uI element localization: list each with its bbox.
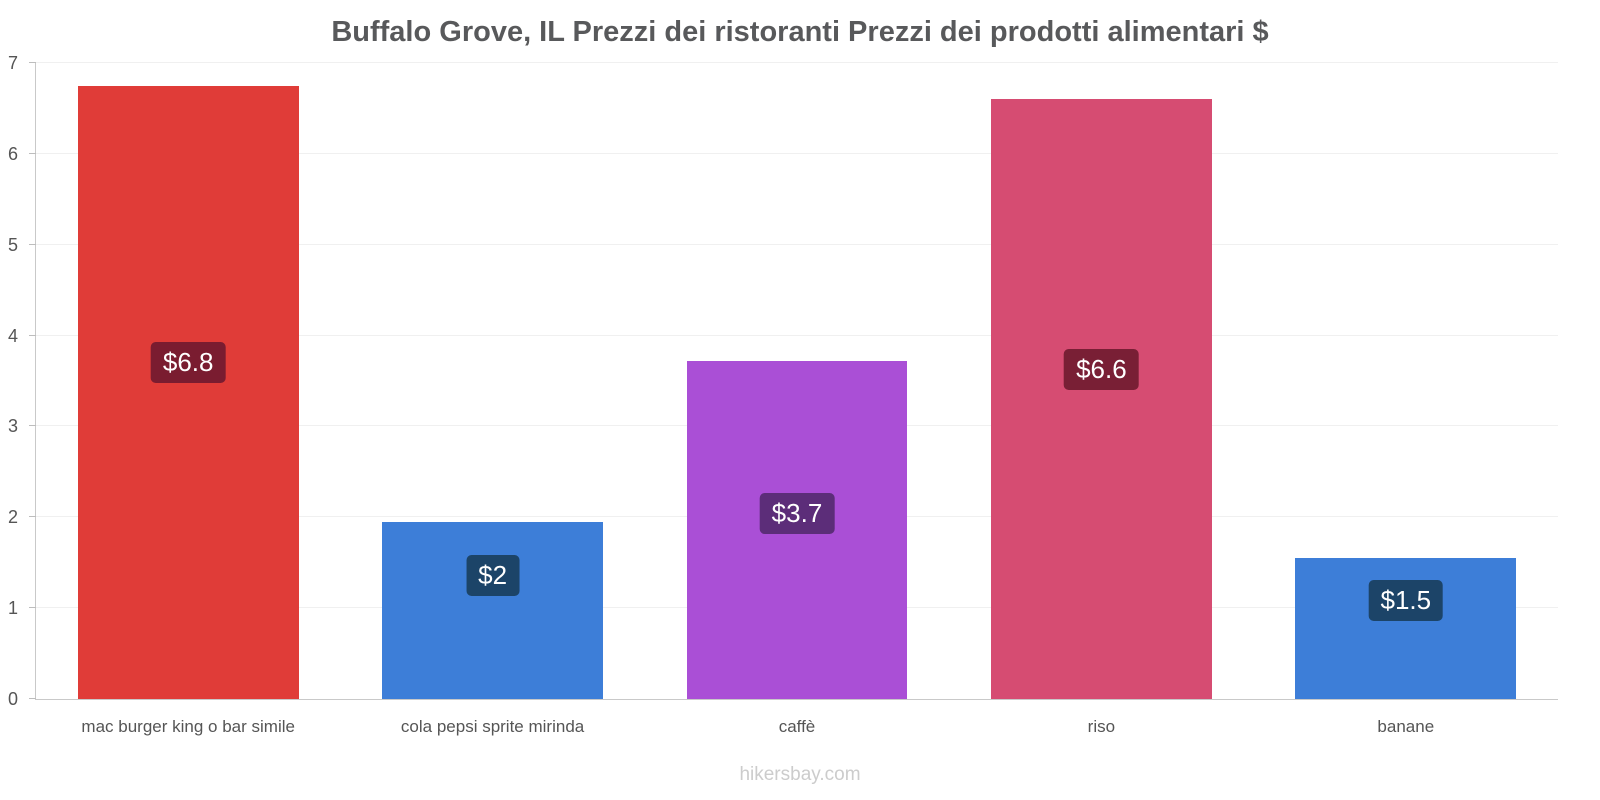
y-tick-label: 2 — [8, 507, 19, 528]
gridline — [36, 334, 1558, 336]
y-tick-mark — [29, 607, 36, 609]
bar-3: $3.7 — [686, 361, 908, 699]
y-tick-mark — [29, 516, 36, 518]
y-tick-label: 7 — [8, 53, 19, 73]
bar-4: $6.6 — [991, 99, 1212, 699]
bar-1: $6.8 — [77, 85, 299, 699]
bar-value-label: $1.5 — [1368, 580, 1444, 622]
y-tick-mark — [29, 334, 36, 336]
y-tick-mark — [29, 425, 36, 427]
gridline — [36, 152, 1558, 154]
y-tick-mark — [29, 698, 36, 699]
bar-value-label: $3.7 — [759, 493, 835, 535]
y-tick-label: 3 — [8, 416, 19, 437]
x-axis-label: riso — [1087, 717, 1116, 736]
chart-title: Buffalo Grove, IL Prezzi dei ristoranti … — [331, 16, 1269, 48]
y-tick-mark — [29, 152, 36, 154]
plot-area: 0 1 2 3 4 5 6 7 $6.8 mac burger king o bar simile… — [8, 54, 1558, 736]
bar-value-label: $2 — [466, 554, 520, 596]
footer-watermark: hikersbay.com — [739, 764, 861, 785]
y-tick-mark — [29, 62, 36, 63]
bar-2: $2 — [382, 521, 603, 699]
x-axis-label: mac burger king o bar simile — [81, 717, 295, 736]
bar-5: $1.5 — [1295, 558, 1517, 699]
y-tick-label: 5 — [8, 234, 19, 255]
y-tick-label: 6 — [8, 143, 19, 164]
y-tick-label: 1 — [8, 598, 19, 619]
y-tick-label: 4 — [8, 325, 19, 346]
y-tick-mark — [29, 243, 36, 245]
y-tick-label: 0 — [8, 689, 19, 709]
x-axis-label: caffè — [778, 717, 816, 736]
bar-value-label: $6.8 — [150, 341, 226, 383]
bar-value-label: $6.6 — [1064, 349, 1139, 391]
x-axis-label: cola pepsi sprite mirinda — [400, 717, 585, 736]
gridline — [36, 62, 1558, 63]
x-axis-label: banane — [1377, 717, 1435, 736]
gridline — [36, 243, 1558, 245]
